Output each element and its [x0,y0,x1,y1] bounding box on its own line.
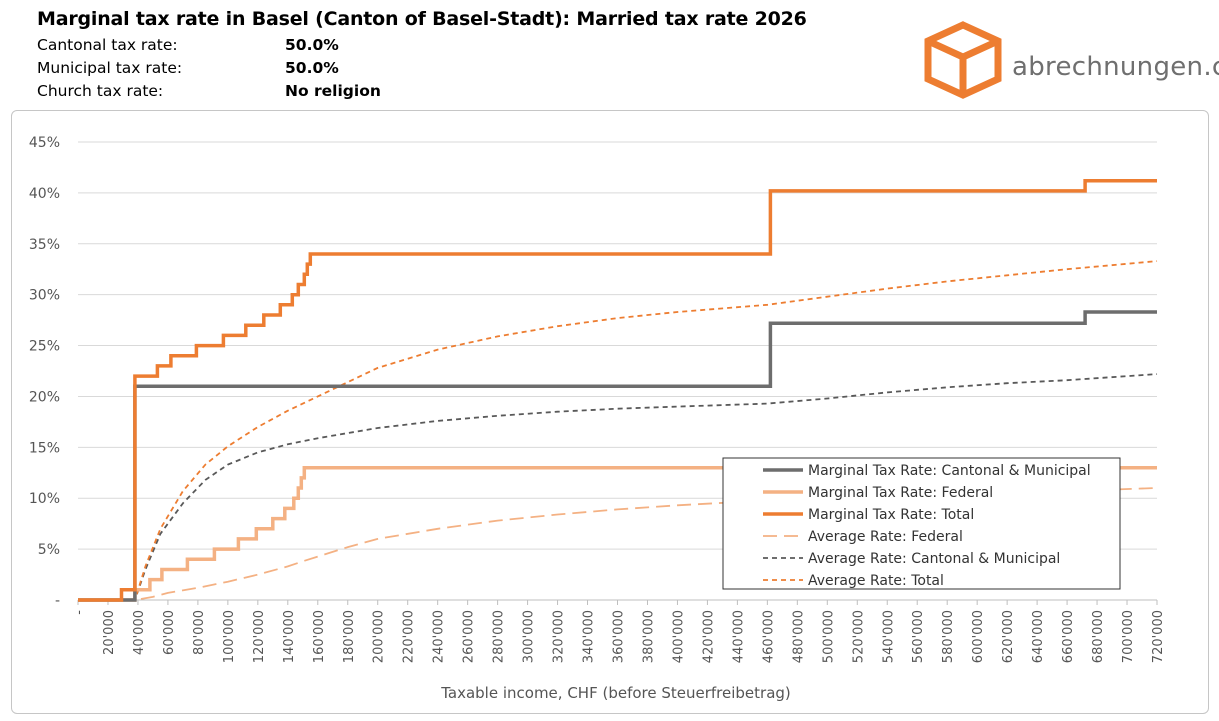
y-tick-label: 35% [29,237,60,253]
x-axis-ticks: - 20'000 40'000 60'000 80'000 100'000 120'000 1… [72,610,1166,664]
x-tick-label: 200'000 [372,610,387,663]
church-rate-value: No religion [285,82,381,100]
church-rate-label: Church tax rate: [37,82,164,100]
legend-label: Average Rate: Cantonal & Municipal [808,551,1060,567]
cube-icon [924,21,1002,99]
x-tick-label: 400'000 [671,610,686,663]
x-tick-label: 280'000 [492,610,507,663]
x-tick-label: 500'000 [821,610,836,663]
municipal-rate-value: 50.0% [285,59,339,77]
legend-label: Average Rate: Total [808,573,944,589]
legend-label: Marginal Tax Rate: Federal [808,485,993,501]
x-tick-label: 320'000 [552,610,567,663]
x-tick-label: 60'000 [162,610,177,655]
x-axis-title: Taxable income, CHF (before Steuerfreibe… [440,684,791,702]
y-tick-label: 25% [29,339,60,355]
x-tick-label: 220'000 [402,610,417,663]
x-tick-label: 40'000 [132,610,147,655]
series-line-2 [78,178,1157,602]
legend-label: Marginal Tax Rate: Cantonal & Municipal [808,463,1091,479]
x-tick-label: 660'000 [1061,610,1076,663]
y-tick-label: 15% [29,440,60,456]
x-tick-label: 480'000 [791,610,806,663]
legend-box [722,457,1121,590]
x-tick-label: 700'000 [1121,610,1136,663]
x-tick-label: 160'000 [312,610,327,663]
chart-frame [11,110,1209,714]
y-tick-label: 30% [29,288,60,304]
y-axis-ticks: - 5% 10% 15% 20% 25% 30% 35% 40% 45% [29,135,60,609]
chart-title: Marginal tax rate in Basel (Canton of Ba… [37,8,807,30]
series-line-4 [78,373,1158,601]
x-tick-label: 440'000 [731,610,746,663]
x-tick-label: 100'000 [222,610,237,663]
x-tick-label: 120'000 [252,610,267,663]
y-tick-label: 5% [38,542,60,558]
x-tick-label: 240'000 [432,610,447,663]
brand-name: abrechnungen.ch [1012,52,1219,82]
cantonal-rate-label: Cantonal tax rate: [37,36,178,54]
x-tick-label: 260'000 [462,610,477,663]
series-line-1 [78,465,1157,602]
municipal-rate-label: Municipal tax rate: [37,59,183,77]
x-tick-label: 600'000 [971,610,986,663]
x-tick-label: - [72,610,87,615]
x-tick-label: 680'000 [1091,610,1106,663]
x-tick-label: 340'000 [582,610,597,663]
legend-label: Marginal Tax Rate: Total [808,507,974,523]
x-tick-label: 180'000 [342,610,357,663]
series-line-5 [78,260,1158,601]
x-tick-label: 640'000 [1031,610,1046,663]
series-layer [78,178,1158,602]
x-tick-label: 620'000 [1001,610,1016,663]
x-tick-label: 80'000 [192,610,207,655]
legend: Marginal Tax Rate: Cantonal & Municipal M… [722,457,1121,590]
x-tick-label: 520'000 [851,610,866,663]
y-tick-label: 45% [29,135,60,151]
x-tick-label: 460'000 [761,610,776,663]
x-tick-label: 380'000 [641,610,656,663]
y-tick-label: - [55,593,60,609]
y-tick-label: 40% [29,186,60,202]
x-tick-label: 360'000 [612,610,627,663]
legend-label: Average Rate: Federal [808,529,963,545]
x-tick-label: 20'000 [102,610,117,655]
x-tick-label: 420'000 [701,610,716,663]
x-tick-label: 140'000 [282,610,297,663]
x-tick-label: 580'000 [941,610,956,663]
x-tick-label: 540'000 [881,610,896,663]
x-tick-label: 560'000 [911,610,926,663]
y-tick-label: 10% [29,491,60,507]
cantonal-rate-value: 50.0% [285,36,339,54]
x-tick-label: 720'000 [1151,610,1166,663]
y-tick-label: 20% [29,389,60,405]
x-tick-label: 300'000 [522,610,537,663]
